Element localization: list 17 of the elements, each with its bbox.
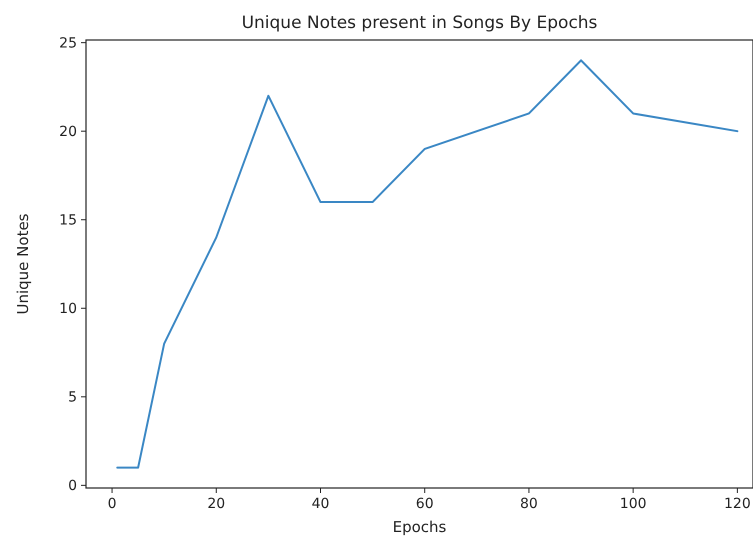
x-tick-label: 20 [207, 496, 226, 512]
y-tick-label: 15 [59, 212, 77, 229]
y-tick-label: 10 [59, 301, 77, 318]
x-tick-label: 100 [620, 496, 647, 512]
y-tick-label: 5 [68, 390, 77, 406]
x-axis-title: Epochs [392, 518, 447, 536]
x-tick-label: 40 [312, 496, 330, 512]
x-tick-label: 60 [416, 496, 434, 512]
x-tick-label: 80 [520, 496, 538, 512]
y-tick-label: 25 [59, 36, 77, 52]
y-tick-label: 20 [59, 124, 77, 140]
chart-title: Unique Notes present in Songs By Epochs [242, 13, 598, 33]
line-series [116, 59, 738, 469]
x-tick-label: 120 [724, 496, 751, 512]
y-tick-label: 0 [68, 478, 77, 494]
x-tick-label: 0 [108, 496, 117, 512]
y-axis-title: Unique Notes [14, 213, 32, 315]
